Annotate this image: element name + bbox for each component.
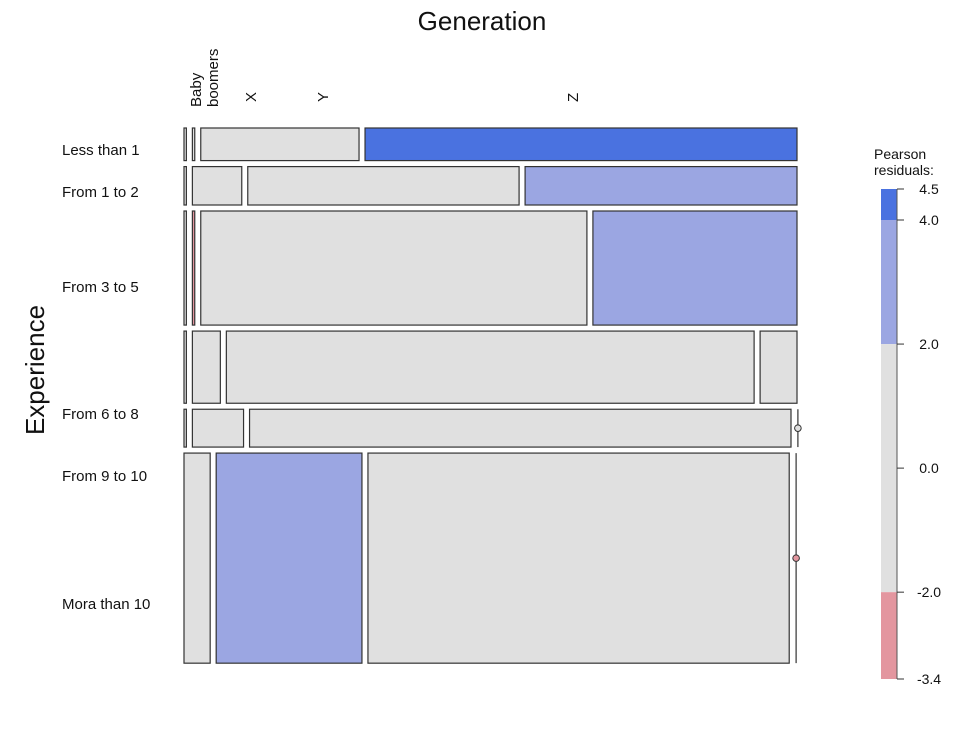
tile-less-than-1-x: [191, 127, 196, 162]
legend-band-2: [881, 344, 897, 593]
row-label-6-to-8: From 6 to 8: [62, 406, 139, 423]
tile-from-1-to-2-baby-boomers: [183, 165, 187, 206]
tile-from-3-to-5-z: [592, 210, 798, 326]
legend-color-bands: [881, 189, 898, 679]
tile-less-than-1-z: [364, 127, 798, 162]
legend-title: Pearson residuals:: [874, 146, 934, 178]
tile-from-9-to-10-baby-boomers: [183, 408, 187, 448]
legend-tick-label-3: 0.0: [919, 460, 939, 476]
mosaic-tiles: [183, 127, 802, 664]
column-label-baby-boomers: Baby boomers: [188, 49, 222, 107]
tile-from-6-to-8-z: [759, 330, 798, 404]
tile-from-6-to-8-baby-boomers: [183, 330, 187, 404]
tile-from-9-to-10-x: [191, 408, 245, 448]
tile-mora-than-10-x: [215, 452, 363, 664]
column-label-z: Z: [565, 93, 582, 102]
tile-less-than-1-y: [200, 127, 360, 162]
y-axis-title: Experience: [20, 305, 50, 435]
tile-from-9-to-10-y: [248, 408, 792, 448]
tile-mora-than-10-y: [367, 452, 790, 664]
legend-band-1: [881, 220, 897, 345]
tile-from-6-to-8-y: [225, 330, 755, 404]
tile-from-3-to-5-baby-boomers: [183, 210, 187, 326]
tile-from-6-to-8-x: [191, 330, 221, 404]
tile-from-1-to-2-x: [191, 165, 243, 206]
legend-band-0: [881, 189, 897, 221]
tile-from-9-to-10-z-marker: [794, 424, 802, 432]
tile-from-1-to-2-y: [247, 165, 520, 206]
column-labels: Baby boomers X Y Z: [188, 49, 582, 107]
tile-less-than-1-baby-boomers: [183, 127, 187, 162]
tile-mora-than-10-z-marker: [792, 554, 800, 562]
legend-tick-label-0: 4.5: [919, 181, 939, 197]
residual-legend: Pearson residuals: 4.5 4.0 2.0 0.0 -2.0 -3.4: [874, 146, 941, 687]
row-label-less-than-1: Less than 1: [62, 142, 140, 159]
tile-mora-than-10-baby-boomers: [183, 452, 211, 664]
row-label-3-to-5: From 3 to 5: [62, 279, 139, 296]
tile-from-3-to-5-y: [200, 210, 588, 326]
legend-band-3: [881, 592, 897, 679]
legend-tick-label-5: -3.4: [917, 671, 941, 687]
legend-tick-label-2: 2.0: [919, 336, 939, 352]
legend-ticks: 4.5 4.0 2.0 0.0 -2.0 -3.4: [897, 181, 941, 687]
column-label-x: X: [243, 92, 260, 102]
chart-title: Generation: [418, 6, 547, 36]
legend-tick-label-1: 4.0: [919, 212, 939, 228]
row-labels: Less than 1 From 1 to 2 From 3 to 5 From…: [62, 142, 150, 613]
row-label-more-than-10: Mora than 10: [62, 596, 150, 613]
column-label-y: Y: [315, 92, 332, 102]
tile-from-1-to-2-z: [524, 165, 798, 206]
legend-tick-label-4: -2.0: [917, 584, 941, 600]
row-label-9-to-10: From 9 to 10: [62, 468, 147, 485]
tile-from-3-to-5-x: [191, 210, 196, 326]
row-label-1-to-2: From 1 to 2: [62, 184, 139, 201]
